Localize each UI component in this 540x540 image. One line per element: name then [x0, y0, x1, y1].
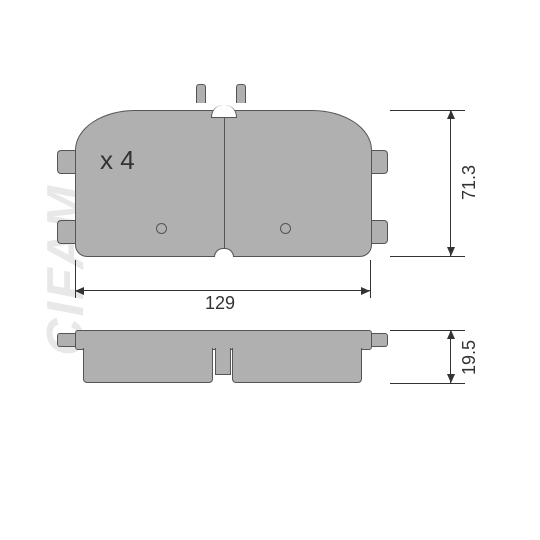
friction-material: [83, 348, 213, 383]
ext-line: [390, 383, 465, 384]
dim-height-label: 71.3: [459, 165, 480, 200]
center-split: [224, 113, 225, 254]
bottom-notch: [214, 248, 234, 257]
top-notch: [211, 105, 237, 118]
ext-line: [370, 260, 371, 298]
arrow-icon: [75, 287, 84, 295]
brake-pad-front-view: [55, 100, 390, 260]
quantity-label: x 4: [100, 145, 135, 176]
backing-plate: [75, 330, 372, 350]
ext-line: [390, 256, 465, 257]
rivet-hole: [280, 223, 291, 234]
center-pin: [215, 348, 231, 375]
dim-width-label: 129: [205, 293, 235, 314]
pad-body: [75, 110, 372, 257]
arrow-icon: [447, 110, 455, 119]
rivet-hole: [156, 223, 167, 234]
arrow-icon: [447, 330, 455, 339]
dim-thickness-label: 19.5: [459, 340, 480, 375]
brake-pad-side-view: [55, 330, 390, 392]
arrow-icon: [361, 287, 370, 295]
friction-material: [232, 348, 362, 383]
arrow-icon: [447, 374, 455, 383]
dim-height-line: [450, 110, 451, 256]
dim-width-line: [75, 290, 370, 291]
sensor-prong: [236, 84, 246, 103]
arrow-icon: [447, 247, 455, 256]
sensor-prong: [196, 84, 206, 103]
drawing-stage: CIFAM x 4 71.3 129: [0, 0, 540, 540]
